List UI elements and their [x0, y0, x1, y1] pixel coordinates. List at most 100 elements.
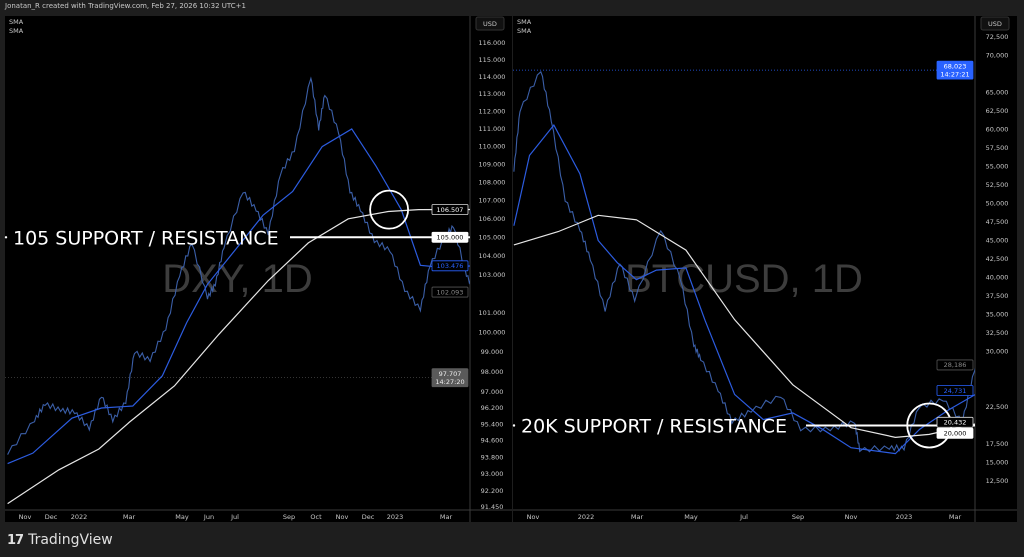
price-label-sma-slow: 106.507 [431, 204, 469, 215]
y-tick-label: 104.000 [479, 252, 506, 260]
x-tick-label: 2023 [387, 513, 404, 521]
y-tick-label: 17,500 [986, 440, 1009, 448]
legend-sma[interactable]: SMA [9, 27, 24, 35]
plot-background [5, 16, 512, 522]
currency-button[interactable]: USD [980, 16, 1010, 31]
y-tick-label: 72,500 [986, 33, 1009, 41]
price-label-value: 103.476 [437, 262, 464, 270]
price-label-close: 102.093 [431, 286, 469, 298]
price-label-bg [936, 359, 974, 371]
y-tick-label: 114.000 [479, 73, 506, 81]
price-label-value: 20,432 [944, 419, 967, 427]
plot-area[interactable] [513, 69, 982, 455]
legend-sma[interactable]: SMA [517, 27, 532, 35]
price-label-level: 20,000 [936, 427, 974, 439]
brand-name: TradingView [28, 532, 113, 548]
price-label-bg [431, 260, 469, 272]
x-tick-label: 2022 [578, 513, 595, 521]
series-price [7, 76, 470, 455]
y-tick-label: 30,000 [986, 348, 1009, 356]
currency-label[interactable]: USD [483, 20, 497, 28]
price-label-value: 20,000 [944, 430, 967, 438]
x-tick-label: May [175, 513, 189, 521]
x-tick-label: Oct [310, 513, 322, 521]
y-tick-label: 91.450 [481, 503, 504, 511]
y-tick-label: 96.200 [481, 404, 504, 412]
y-tick-label: 22,500 [986, 403, 1009, 411]
x-tick-label: Sep [792, 513, 804, 521]
price-label-bg [431, 204, 469, 215]
price-label-countdown: 14:27:21 [940, 70, 969, 78]
series-sma-slow [7, 208, 470, 505]
x-tick-label: Jul [739, 513, 748, 521]
y-tick-label: 55,000 [986, 163, 1009, 171]
y-tick-label: 116.000 [479, 39, 506, 47]
price-label-value: 68,023 [944, 62, 967, 70]
price-label-bg [431, 286, 469, 298]
x-tick-label: Nov [336, 513, 349, 521]
y-tick-label: 99.000 [481, 348, 504, 356]
tradingview-logo-icon: 17 [7, 532, 24, 548]
y-tick-label: 93.800 [481, 453, 504, 461]
y-tick-label: 15,000 [986, 459, 1009, 467]
plot-area[interactable] [5, 76, 475, 505]
crossover-circle[interactable] [369, 189, 410, 230]
price-label-value: 24,731 [944, 387, 967, 395]
y-tick-label: 113.000 [479, 90, 506, 98]
currency-label[interactable]: USD [988, 20, 1002, 28]
y-tick-label: 32,500 [986, 329, 1009, 337]
x-tick-label: 2023 [896, 513, 913, 521]
price-label-bg [431, 231, 469, 243]
price-label-value: 102.093 [437, 288, 464, 296]
support-resistance-label[interactable]: 105 SUPPORT / RESISTANCE [13, 227, 279, 249]
y-tick-label: 47,500 [986, 218, 1009, 226]
currency-button-bg[interactable] [980, 16, 1010, 31]
legend-sma[interactable]: SMA [9, 18, 24, 26]
y-tick-label: 52,500 [986, 181, 1009, 189]
y-tick-label: 12,500 [986, 477, 1009, 485]
y-tick-label: 92.200 [481, 487, 504, 495]
support-resistance-label[interactable]: 20K SUPPORT / RESISTANCE [521, 416, 787, 438]
legend-sma[interactable]: SMA [517, 18, 532, 26]
y-tick-label: 111.000 [479, 125, 506, 133]
y-tick-label: 100.000 [479, 328, 506, 336]
y-tick-label: 105.000 [479, 233, 506, 241]
series-sma-fast [7, 128, 470, 465]
series-sma-slow [513, 214, 975, 438]
price-label-value: 106.507 [437, 206, 464, 214]
price-label-bg [936, 60, 974, 80]
x-tick-label: Jul [230, 513, 239, 521]
x-tick-label: 2022 [71, 513, 88, 521]
price-label-countdown: 14:27:20 [435, 378, 464, 386]
x-tick-label: Jun [203, 513, 214, 521]
y-tick-label: 70,000 [986, 52, 1009, 60]
series-price [513, 70, 975, 453]
price-label-value: 97.707 [439, 370, 462, 378]
y-tick-label: 45,000 [986, 237, 1009, 245]
price-label-bg [431, 368, 469, 388]
y-tick-label: 94.600 [481, 437, 504, 445]
x-tick-label: Mar [631, 513, 644, 521]
price-label-sma-slow: 20,432 [936, 416, 974, 428]
y-tick-label: 103.000 [479, 271, 506, 279]
series-sma-fast [513, 123, 975, 455]
currency-button[interactable]: USD [475, 16, 505, 31]
y-tick-label: 60,000 [986, 126, 1009, 134]
annotation-dot [4, 236, 8, 239]
y-tick-label: 62,500 [986, 107, 1009, 115]
y-tick-label: 57,500 [986, 144, 1009, 152]
price-label-close: 28,186 [936, 359, 974, 371]
y-tick-label: 42,500 [986, 255, 1009, 263]
x-tick-label: Dec [362, 513, 375, 521]
price-label-bg [936, 385, 974, 396]
currency-button-bg[interactable] [475, 16, 505, 31]
tradingview-logo[interactable]: 17 TradingView [7, 532, 113, 548]
y-tick-label: 115.000 [479, 56, 506, 64]
x-tick-label: Nov [845, 513, 858, 521]
x-tick-label: Mar [440, 513, 453, 521]
